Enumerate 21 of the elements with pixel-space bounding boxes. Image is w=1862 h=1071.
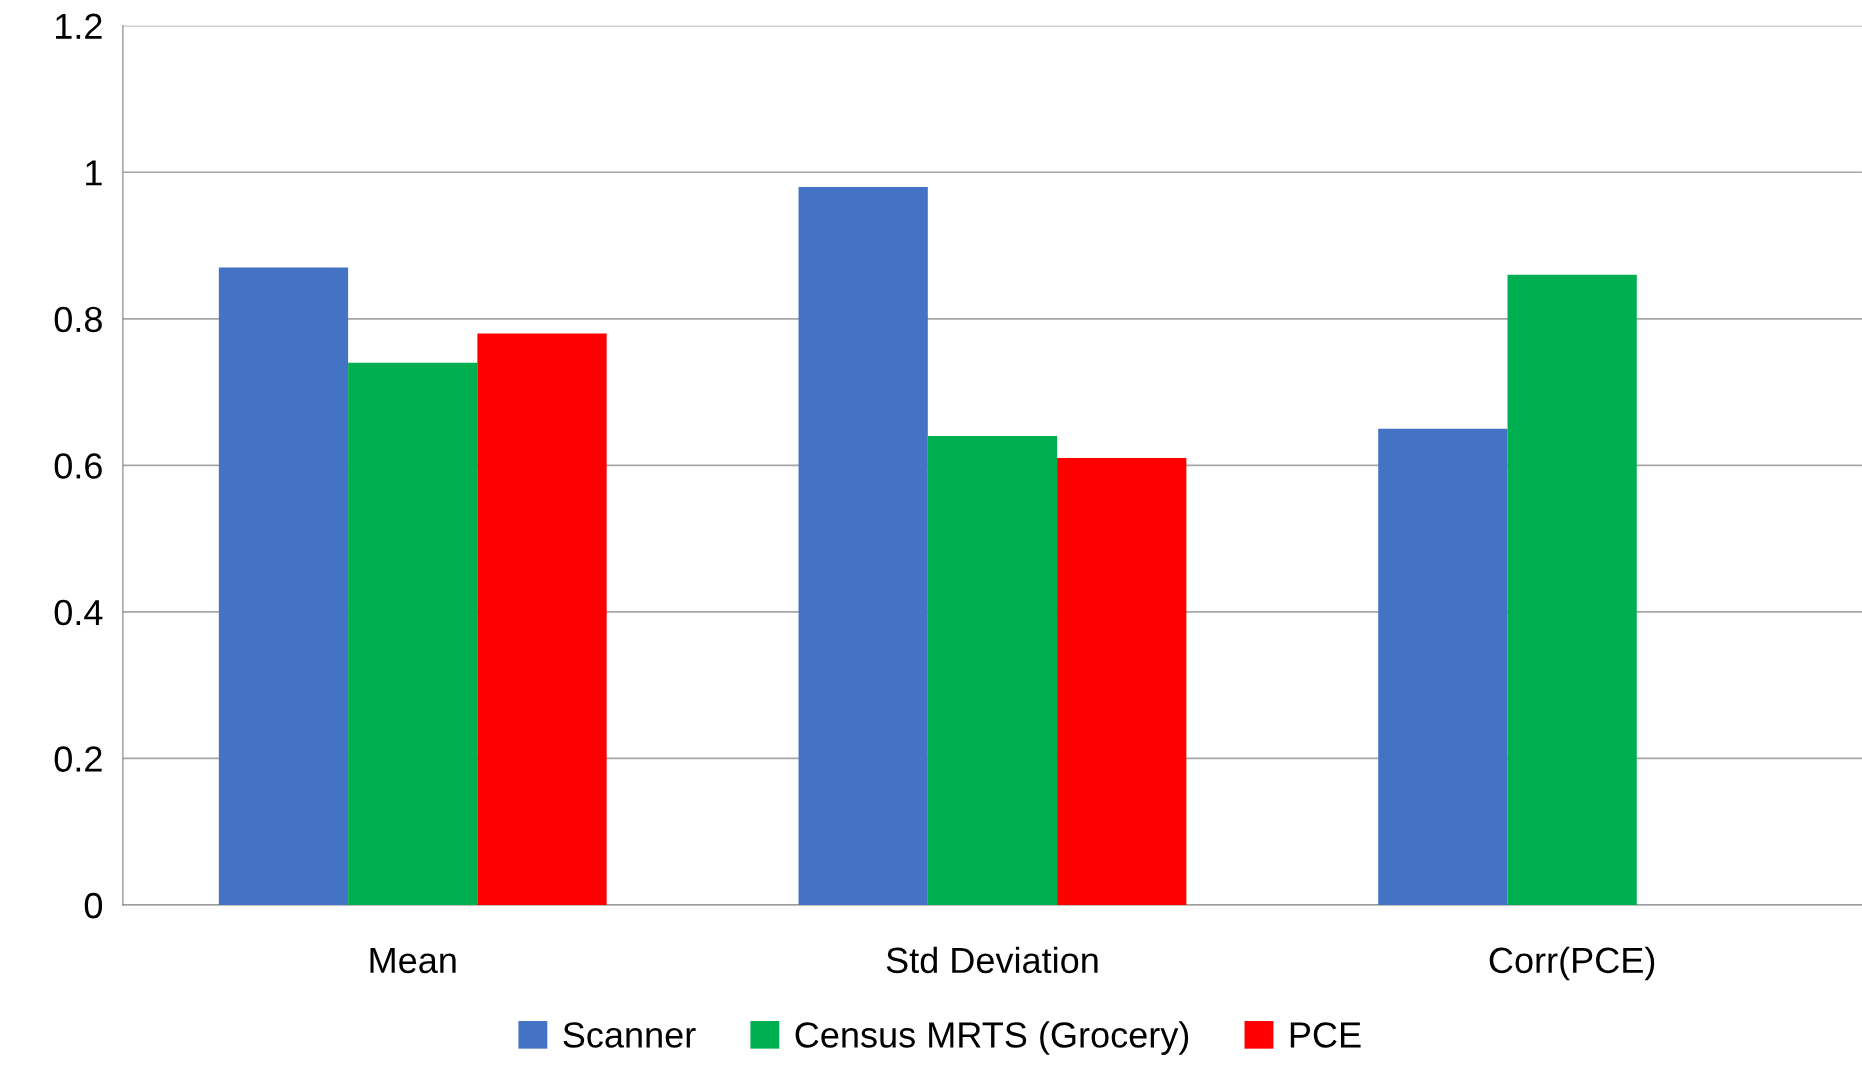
- bar: [1378, 428, 1508, 905]
- x-tick-label: Std Deviation: [886, 946, 1098, 974]
- y-tick-label: 0.4: [54, 599, 103, 626]
- bar: [477, 333, 607, 905]
- y-tick-label: 0.2: [54, 746, 102, 772]
- bar: [1507, 274, 1637, 905]
- x-tick-label: Corr(PCE): [1489, 946, 1655, 981]
- y-tick-label: 1: [86, 160, 102, 186]
- bar: [348, 362, 478, 905]
- bar: [798, 186, 928, 905]
- bar: [1057, 458, 1187, 905]
- legend-label: Scanner: [563, 1022, 696, 1048]
- bar: [218, 267, 349, 905]
- legend-label: PCE: [1290, 1022, 1361, 1048]
- y-tick-label: 1.2: [56, 13, 102, 39]
- legend-label: Census MRTS (Grocery): [795, 1021, 1189, 1055]
- bar: [927, 436, 1058, 905]
- y-tick-label: 0.8: [54, 306, 102, 333]
- x-tick-label: Mean: [370, 947, 456, 974]
- y-tick-label: 0: [84, 892, 103, 919]
- y-tick-label: 0.6: [54, 453, 102, 479]
